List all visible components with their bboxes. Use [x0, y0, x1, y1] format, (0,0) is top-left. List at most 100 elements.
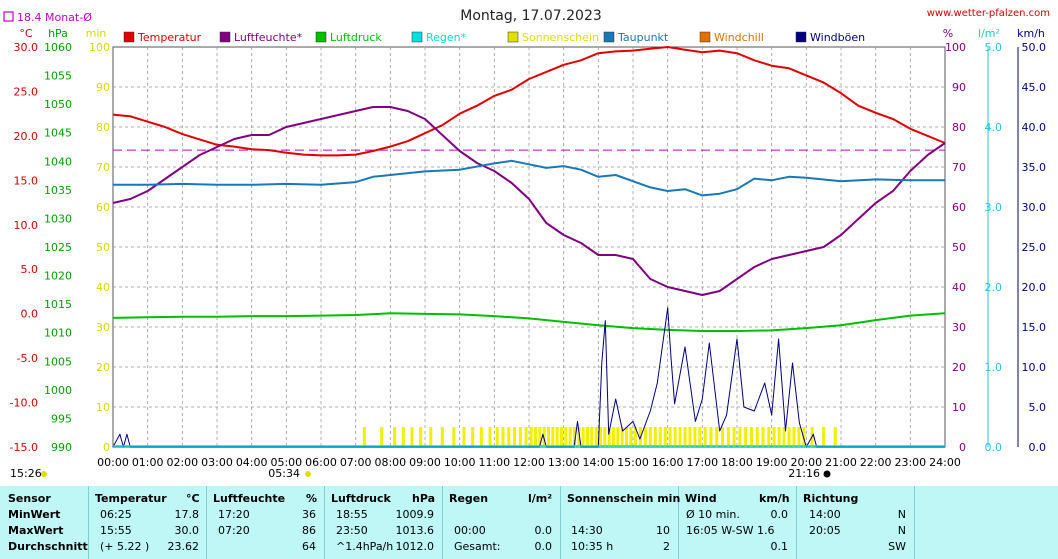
- hum-value: 64: [302, 540, 316, 553]
- sunshine-bar: [703, 427, 707, 447]
- sunshine-bar: [755, 427, 759, 447]
- sunshine-bar: [534, 427, 537, 447]
- sunshine-bar: [620, 427, 624, 447]
- sunshine-bar: [648, 427, 652, 447]
- x-tick-label: 19:00: [756, 456, 788, 469]
- x-tick-label: 21:00: [825, 456, 857, 469]
- sunshine-bar: [721, 427, 725, 447]
- x-tick-label: 09:00: [409, 456, 441, 469]
- legend-label: Windchill: [714, 31, 764, 44]
- legend-swatch: [603, 31, 615, 43]
- stats-row: MinWert 06:25 17.8 17:20 36 18:55 1009.9 Ø 10 m…: [0, 507, 1058, 523]
- sunshine-bar: [797, 427, 801, 447]
- sunshine-bar: [772, 427, 776, 447]
- x-tick-label: 15:00: [617, 456, 649, 469]
- sunshine-bar: [653, 427, 657, 447]
- wind-unit-label: km/h: [1017, 27, 1045, 40]
- header-rain-unit: l/m²: [528, 492, 553, 505]
- sunshine-bar: [658, 427, 662, 447]
- stats-header-row: Sensor Temperatur °C Luftfeuchte % Luftd…: [0, 491, 1058, 507]
- sunshine-bar: [590, 427, 594, 447]
- legend-label: Luftdruck: [330, 31, 382, 44]
- stats-panel: Sensor Temperatur °C Luftfeuchte % Luftd…: [0, 486, 1058, 559]
- sunshine-bar: [419, 427, 423, 447]
- temp-tick-label: -15.0: [10, 441, 38, 454]
- x-tick-label: 20:00: [790, 456, 822, 469]
- sunshine-bar: [452, 427, 456, 447]
- pressure-tick-label: 990: [51, 441, 72, 454]
- sun-tick-label: 40: [96, 281, 110, 294]
- series-line-windben: [112, 307, 945, 448]
- series-line-luftdruck: [112, 312, 946, 332]
- sunshine-bar: [693, 427, 697, 447]
- legend-swatch: [795, 31, 807, 43]
- header-dir: Richtung: [803, 492, 859, 505]
- sunshine-bar: [726, 427, 730, 447]
- legend-swatch: [507, 31, 519, 43]
- wind-time: 16:05 W-SW 1.6: [686, 524, 775, 537]
- sunshine-bar: [683, 427, 687, 447]
- temp-tick-label: 15.0: [14, 174, 39, 187]
- temp-value: 17.8: [174, 508, 200, 521]
- x-tick-label: 11:00: [478, 456, 510, 469]
- pressure-tick-label: 1030: [44, 212, 72, 225]
- temp-tick-label: 30.0: [14, 41, 39, 54]
- weather-chart: 00:00 01:00 02:00 03:00 04:00 05:00 06:00 07:00…: [3, 8, 1050, 480]
- temp-tick-label: 5.0: [21, 263, 39, 276]
- sunrise-marker: [305, 471, 311, 477]
- humidity-tick-label: 80: [952, 121, 966, 134]
- header-temp-unit: °C: [186, 492, 200, 505]
- stat-row-label: MinWert: [8, 508, 61, 521]
- dir-time: 14:00: [809, 508, 841, 521]
- sunshine-bar: [744, 427, 748, 447]
- wind-tick-label: 25.0: [1022, 241, 1047, 254]
- temp-tick-label: -10.0: [10, 397, 38, 410]
- sunshine-bar: [738, 427, 742, 447]
- sunshine-bar: [767, 427, 771, 447]
- sunshine-bars: [362, 427, 837, 447]
- humidity-tick-label: 100: [945, 41, 966, 54]
- sun-tick-label: 60: [96, 201, 110, 214]
- sun-tick-label: 100: [89, 41, 110, 54]
- sun-value: 10: [656, 524, 670, 537]
- legend-label: Regen*: [426, 31, 467, 44]
- stats-table: Sensor Temperatur °C Luftfeuchte % Luftd…: [0, 486, 1058, 559]
- wind-tick-label: 40.0: [1022, 121, 1047, 134]
- x-tick-label: 02:00: [166, 456, 198, 469]
- x-tick-label: 05:00: [270, 456, 302, 469]
- series-line-taupunkt: [113, 159, 945, 197]
- sunshine-bar: [513, 427, 517, 447]
- sunshine-bar: [709, 427, 713, 447]
- sunshine-bar: [698, 427, 702, 447]
- stat-row-label: MaxWert: [8, 524, 64, 537]
- press-time: ^1.4hPa/h: [336, 540, 394, 553]
- sun-time: 14:30: [571, 524, 603, 537]
- rain-tick-label: 2.0: [985, 281, 1003, 294]
- sun-tick-label: 20: [96, 361, 110, 374]
- dir-value: N: [897, 524, 906, 537]
- sunshine-bar: [538, 427, 542, 447]
- temp-value: 23.62: [167, 540, 200, 553]
- x-tick-label: 03:00: [201, 456, 233, 469]
- sunshine-bar: [612, 427, 615, 447]
- pressure-tick-label: 1050: [44, 98, 72, 111]
- pressure-unit-label: hPa: [48, 27, 68, 40]
- rain-time: 00:00: [454, 524, 486, 537]
- sunset-marker: [823, 470, 831, 478]
- sunshine-bar: [479, 427, 483, 447]
- sunshine-bar: [495, 427, 499, 447]
- wind-tick-label: 45.0: [1022, 81, 1047, 94]
- temp-tick-label: 10.0: [14, 219, 39, 232]
- x-tick-label: 08:00: [374, 456, 406, 469]
- press-value: 1013.6: [395, 524, 435, 537]
- sun-tick-label: 50: [96, 241, 110, 254]
- wind-tick-label: 35.0: [1022, 161, 1047, 174]
- sunshine-bar: [633, 427, 637, 447]
- sunshine-bar: [782, 427, 786, 447]
- sunshine-bar: [732, 427, 736, 447]
- header-press-unit: hPa: [412, 492, 436, 505]
- sunshine-bar: [673, 427, 677, 447]
- time-label: 15:26: [10, 467, 42, 480]
- sunshine-bar: [529, 427, 533, 447]
- sunshine-bar: [488, 427, 492, 447]
